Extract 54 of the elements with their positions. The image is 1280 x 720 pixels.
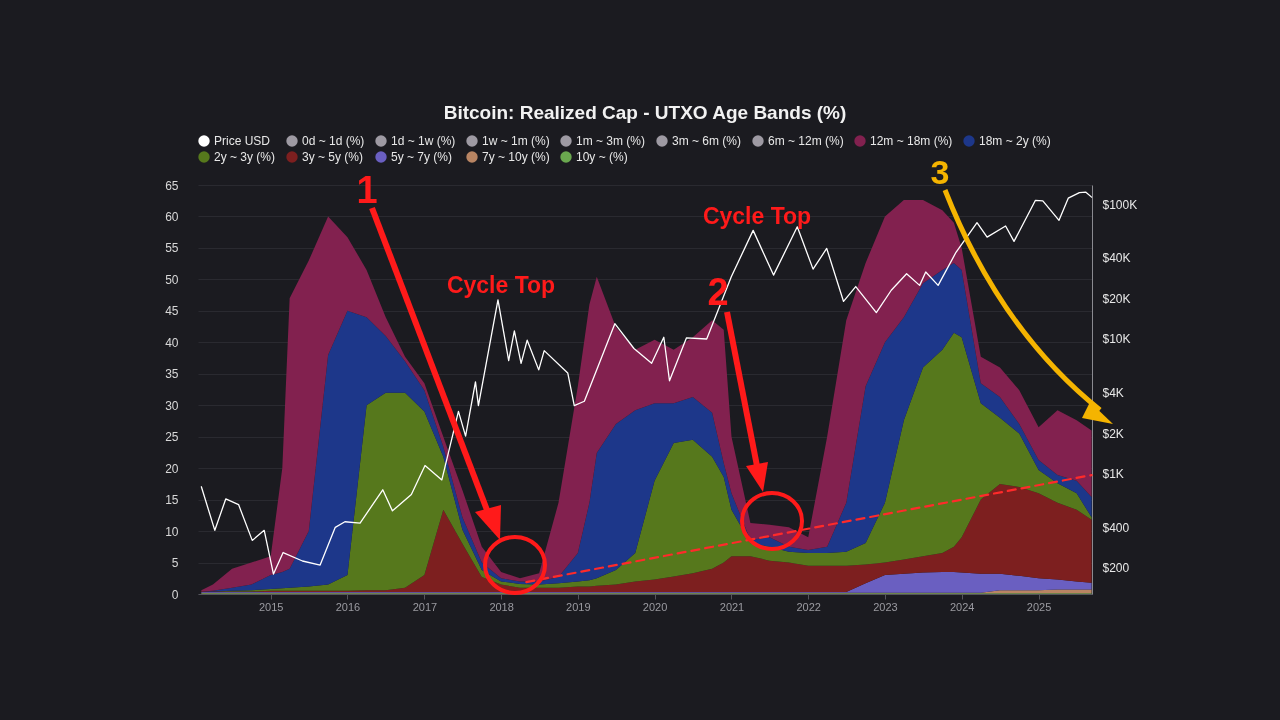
y2-tick-label: $40K: [1102, 251, 1131, 266]
annotation: 2: [707, 271, 729, 313]
y2-tick-label: $2K: [1102, 426, 1124, 441]
x-tick-label: 2024: [949, 600, 975, 613]
y-tick-label: 40: [165, 335, 179, 350]
x-tick-label: 2017: [412, 600, 438, 613]
legend-label: 0d ~ 1d (%): [302, 134, 365, 148]
y-tick-label: 30: [165, 398, 179, 413]
annotation: 3: [930, 153, 950, 191]
y-tick-label: 20: [165, 461, 179, 476]
x-tick-label: 2020: [642, 600, 668, 613]
x-tick-label: 2021: [719, 600, 745, 613]
y-tick-label: 10: [165, 524, 179, 539]
y2-tick-label: $200: [1102, 561, 1130, 576]
x-tick-label: 2018: [489, 600, 514, 613]
legend-label: 10y ~ (%): [576, 150, 628, 164]
legend-label: 3y ~ 5y (%): [302, 150, 364, 164]
x-tick-label: 2022: [796, 600, 821, 613]
x-tick-label: 2025: [1026, 600, 1052, 613]
y-tick-label: 5: [171, 556, 179, 571]
y-tick-label: 0: [171, 587, 179, 602]
x-tick-label: 2023: [873, 600, 898, 613]
legend-label: 18m ~ 2y (%): [979, 134, 1051, 148]
y-tick-label: 60: [165, 209, 179, 224]
y-tick-label: 55: [165, 241, 179, 256]
legend-label: 3m ~ 6m (%): [672, 134, 742, 148]
y2-tick-label: $1K: [1102, 467, 1124, 482]
y-tick-label: 65: [165, 178, 179, 193]
annotation: 1: [356, 169, 378, 211]
y2-tick-label: $4K: [1102, 386, 1124, 401]
chart-title: Bitcoin: Realized Cap - UTXO Age Bands (%): [443, 102, 847, 123]
x-tick-label: 2015: [258, 600, 284, 613]
y2-tick-label: $100K: [1102, 197, 1138, 212]
x-tick-label: 2019: [566, 600, 591, 613]
legend-label: 5y ~ 7y (%): [391, 150, 453, 164]
legend-label: 6m ~ 12m (%): [768, 134, 844, 148]
legend-label: 1d ~ 1w (%): [391, 134, 456, 148]
y-tick-label: 25: [165, 430, 179, 445]
legend-label: 1m ~ 3m (%): [576, 134, 646, 148]
y2-tick-label: $400: [1102, 520, 1130, 535]
y-tick-label: 45: [165, 304, 179, 319]
annotation: Cycle Top: [702, 202, 812, 229]
legend-label: 2y ~ 3y (%): [214, 150, 276, 164]
x-tick-label: 2016: [335, 600, 361, 613]
legend-label: 12m ~ 18m (%): [870, 134, 953, 148]
y2-tick-label: $20K: [1102, 291, 1131, 306]
y-tick-label: 15: [165, 493, 179, 508]
annotation: Cycle Top: [446, 271, 556, 298]
legend-label: 7y ~ 10y (%): [482, 150, 550, 164]
y2-tick-label: $10K: [1102, 332, 1131, 347]
legend-label: 1w ~ 1m (%): [482, 134, 550, 148]
legend-label: Price USD: [214, 134, 271, 148]
y-tick-label: 35: [165, 367, 179, 382]
y-tick-label: 50: [165, 272, 179, 287]
